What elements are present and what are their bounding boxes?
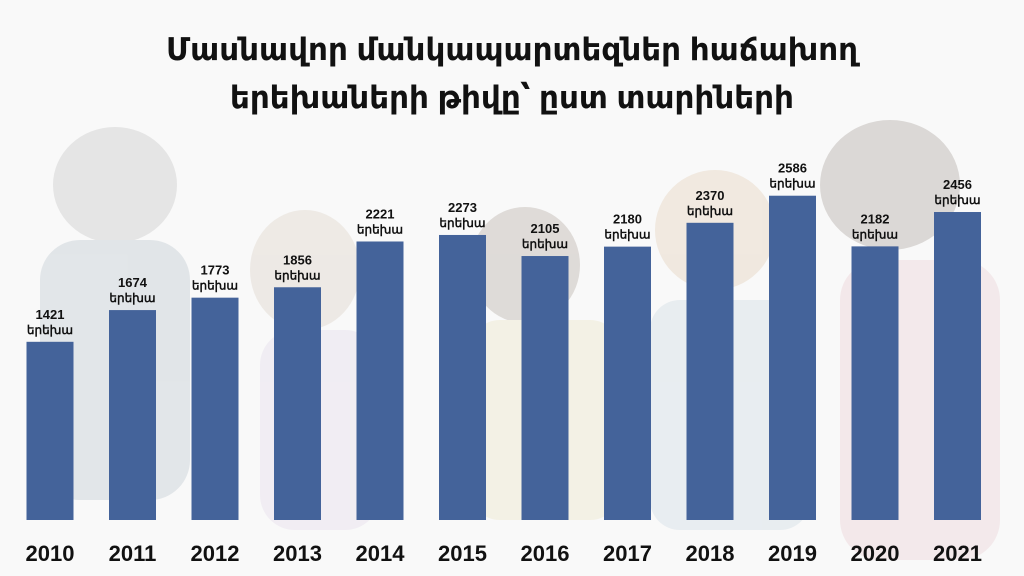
bar-2011 xyxy=(109,310,156,520)
value-label-2016: 2105 xyxy=(531,221,560,236)
unit-label-2019: երեխա xyxy=(769,177,815,191)
bar-2014 xyxy=(356,241,404,520)
x-tick-label-2015: 2015 xyxy=(438,541,487,566)
value-label-2010: 1421 xyxy=(36,307,65,322)
unit-label-2013: երեխա xyxy=(274,268,320,282)
bar-2012 xyxy=(191,297,239,520)
value-label-2014: 2221 xyxy=(366,206,395,221)
bar-2016 xyxy=(521,256,569,520)
bar-2010 xyxy=(26,341,74,520)
value-label-2015: 2273 xyxy=(448,200,477,215)
x-tick-label-2013: 2013 xyxy=(273,541,322,566)
x-tick-label-2018: 2018 xyxy=(686,541,735,566)
value-label-2013: 1856 xyxy=(283,252,312,267)
unit-label-2012: երեխա xyxy=(192,279,238,293)
unit-label-2017: երեխա xyxy=(604,228,650,242)
value-label-2020: 2182 xyxy=(861,211,890,226)
value-label-2011: 1674 xyxy=(118,275,148,290)
chart-title: Մասնավոր մանկապարտեզներ հաճախող երեխաներ… xyxy=(0,26,1024,122)
x-tick-label-2021: 2021 xyxy=(933,541,982,566)
bar-2018 xyxy=(686,222,734,520)
unit-label-2021: երեխա xyxy=(934,193,980,207)
value-label-2017: 2180 xyxy=(613,212,642,227)
bar-2017 xyxy=(604,246,651,521)
unit-label-2020: երեխա xyxy=(852,227,898,241)
chart-title-line-2: երեխաների թիվը՝ ըստ տարիների xyxy=(230,80,794,115)
bar-2013 xyxy=(274,287,321,520)
x-tick-label-2012: 2012 xyxy=(191,541,240,566)
value-label-2021: 2456 xyxy=(943,177,972,192)
unit-label-2015: երեխա xyxy=(439,216,485,230)
value-label-2018: 2370 xyxy=(696,188,725,203)
x-tick-label-2019: 2019 xyxy=(768,541,817,566)
unit-label-2016: երեխա xyxy=(522,237,568,251)
x-tick-label-2016: 2016 xyxy=(521,541,570,566)
unit-label-2010: երեխա xyxy=(27,323,73,337)
x-tick-label-2014: 2014 xyxy=(356,541,406,566)
value-label-2012: 1773 xyxy=(201,263,230,278)
value-label-2019: 2586 xyxy=(778,161,807,176)
x-tick-label-2020: 2020 xyxy=(851,541,900,566)
unit-label-2018: երեխա xyxy=(687,204,733,218)
x-tick-label-2017: 2017 xyxy=(603,541,652,566)
bar-2020 xyxy=(851,246,899,520)
bar-2015 xyxy=(439,234,486,520)
unit-label-2011: երեխա xyxy=(109,291,155,305)
x-tick-label-2011: 2011 xyxy=(109,541,157,566)
x-tick-label-2010: 2010 xyxy=(26,541,75,566)
bar-2019 xyxy=(769,195,816,520)
unit-label-2014: երեխա xyxy=(357,222,403,236)
chart-title-line-1: Մասնավոր մանկապարտեզներ հաճախող xyxy=(165,32,859,67)
bar-2021 xyxy=(934,212,981,521)
